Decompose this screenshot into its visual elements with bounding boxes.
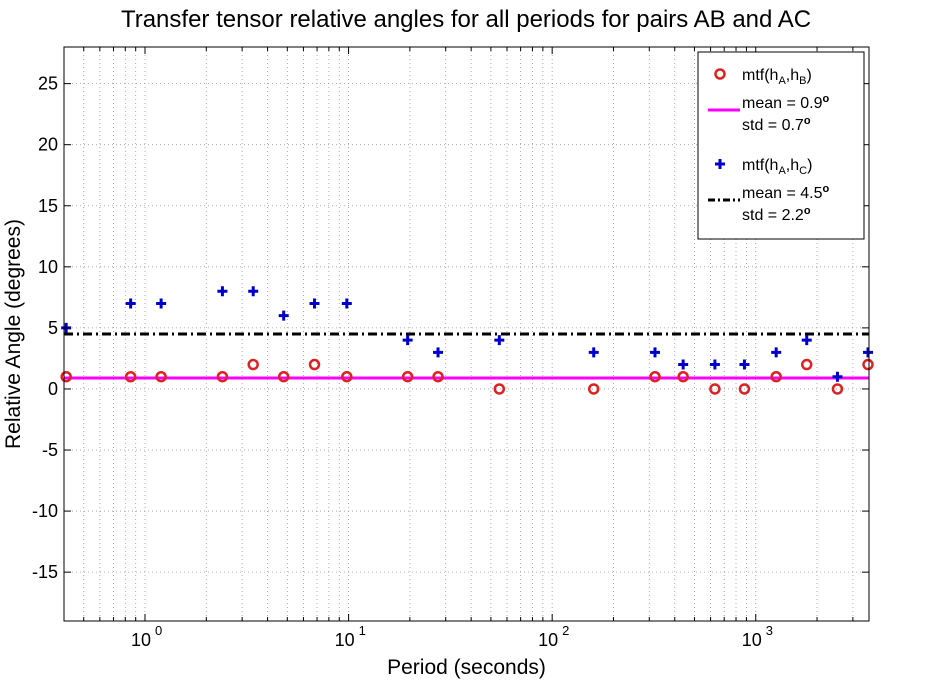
x-tick-label: 10 <box>131 630 151 650</box>
legend-label-part: mtf(h <box>742 67 778 84</box>
point-ab <box>587 383 600 395</box>
y-tick-label: 20 <box>38 135 58 155</box>
point-ac <box>125 298 136 309</box>
legend-label-part: A <box>778 75 786 87</box>
point-ac <box>402 335 413 346</box>
point-ab <box>709 383 721 395</box>
y-tick-label: 5 <box>48 318 58 338</box>
point-ac <box>678 359 689 370</box>
x-tick-exponent: 1 <box>359 623 366 638</box>
point-ac <box>433 347 444 358</box>
x-tick-label: 10 <box>742 630 762 650</box>
point-ab <box>341 370 353 383</box>
legend-std-label: std = 0.7o <box>742 115 811 134</box>
y-axis-label: Relative Angle (degrees) <box>2 219 25 449</box>
legend-mean-label: mean = 4.5o <box>742 183 830 202</box>
y-tick-label: 10 <box>38 257 58 277</box>
legend-label-part: ,h <box>786 67 799 84</box>
degree-symbol: o <box>823 93 830 105</box>
point-ac <box>309 298 320 309</box>
legend-label-part: mtf(h <box>742 157 778 174</box>
degree-symbol: o <box>804 205 811 217</box>
point-ab <box>770 370 782 383</box>
point-ab <box>247 358 259 371</box>
x-tick-label: 10 <box>335 630 355 650</box>
legend-marker <box>714 68 726 80</box>
reference-lines <box>64 332 869 380</box>
point-ab <box>862 358 874 371</box>
point-ac <box>832 371 843 382</box>
y-tick-label: 25 <box>38 74 58 94</box>
plot-area-frame <box>63 46 870 622</box>
point-ab <box>432 370 444 383</box>
chart-title: Transfer tensor relative angles for all … <box>121 6 811 33</box>
x-tick-exponent: 2 <box>562 623 569 638</box>
point-ac <box>650 347 661 358</box>
point-ab <box>493 383 506 395</box>
y-tick-label: 0 <box>48 379 58 399</box>
point-ab <box>649 370 661 383</box>
x-tick-exponent: 3 <box>766 623 773 638</box>
point-ab <box>401 370 414 383</box>
legend-label-part: B <box>799 75 806 87</box>
legend-label-part: ) <box>806 67 811 84</box>
legend-mean-label: mean = 0.9o <box>742 93 830 112</box>
degree-symbol: o <box>823 183 830 195</box>
legend-label-part: C <box>799 165 807 177</box>
degree-symbol: o <box>804 115 811 127</box>
y-tick-label: 15 <box>38 196 58 216</box>
point-ab <box>60 370 72 383</box>
point-ac <box>863 347 874 358</box>
x-axis-label: Period (seconds) <box>387 656 546 679</box>
point-ac <box>217 286 228 297</box>
point-ab <box>800 358 813 371</box>
y-tick-label: -10 <box>32 501 58 521</box>
point-ab <box>155 370 167 383</box>
point-ac <box>801 335 812 346</box>
point-ac <box>341 298 352 309</box>
point-ab <box>831 383 844 395</box>
point-ac <box>588 347 599 358</box>
point-ac <box>739 359 750 370</box>
point-ab <box>738 383 751 395</box>
legend-label: mtf(hA,hB) <box>742 67 812 87</box>
y-tick-label: -15 <box>32 562 58 582</box>
point-ac <box>156 298 167 309</box>
point-ab <box>677 370 689 383</box>
legend-label: mtf(hA,hC) <box>742 157 812 177</box>
legend-label-part: A <box>778 165 786 177</box>
x-tick-exponent: 0 <box>155 623 162 638</box>
x-tick-label: 10 <box>538 630 558 650</box>
point-ac <box>709 359 720 370</box>
legend-marker <box>715 159 725 169</box>
point-ac <box>771 347 782 358</box>
legend-label-part: ,h <box>786 157 799 174</box>
data-points <box>60 286 874 395</box>
legend-box <box>697 51 865 240</box>
legend-std-label: std = 2.2o <box>742 205 811 224</box>
point-ab <box>124 370 137 383</box>
y-tick-label: -5 <box>42 440 58 460</box>
point-ab <box>277 370 290 383</box>
point-ab <box>216 370 229 383</box>
legend-label-part: ) <box>807 157 812 174</box>
point-ac <box>278 310 289 321</box>
point-ac <box>494 335 505 346</box>
point-ac <box>248 286 259 297</box>
point-ab <box>308 358 321 371</box>
